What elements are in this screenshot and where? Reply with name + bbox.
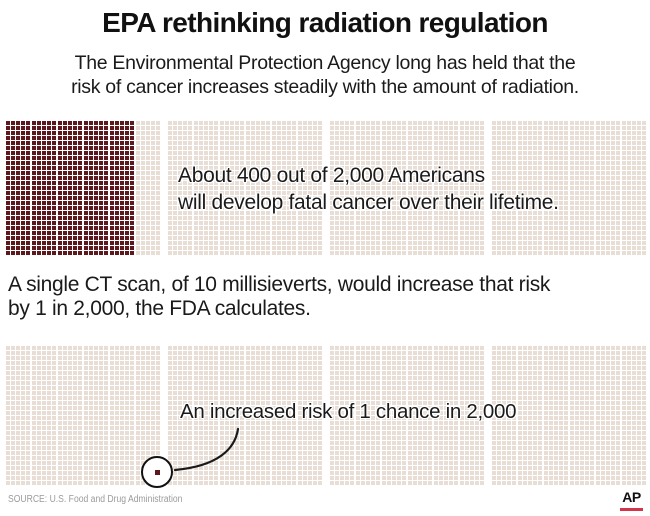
waffle-group [110,121,134,255]
subtitle-line: risk of cancer increases steadily with t… [71,76,579,98]
waffle-group [84,121,108,255]
waffle-group [544,121,568,255]
waffle-group [434,121,458,255]
waffle-group [518,121,542,255]
waffle-group [298,121,322,255]
waffle-block [330,121,484,255]
annotation-line: About 400 out of 2,000 Americans [178,164,485,187]
waffle-block [492,121,646,255]
ap-logo-text: AP [622,489,641,505]
waffle-group [58,346,82,485]
waffle-group [246,346,270,485]
waffle-block [168,121,322,255]
body-text-line: A single CT scan, of 10 millisieverts, w… [8,273,551,296]
subtitle: The Environmental Protection Agency long… [0,51,650,99]
waffle-group [570,121,594,255]
waffle-group [518,346,542,485]
waffle-group [356,121,380,255]
increase-annotation: An increased risk of 1 chance in 2,000 [180,400,517,423]
waffle-group [408,121,432,255]
waffle-group [460,346,484,485]
waffle-group [434,346,458,485]
waffle-group [492,121,516,255]
waffle-group [356,346,380,485]
waffle-group [220,121,244,255]
waffle-group [6,346,30,485]
waffle-group [194,121,218,255]
waffle-chart-baseline-risk [6,121,646,255]
waffle-group [32,346,56,485]
body-text-line: by 1 in 2,000, the FDA calculates. [8,297,311,320]
waffle-group [492,346,516,485]
waffle-block [6,121,160,255]
highlight-circle [141,456,173,488]
waffle-group [168,121,192,255]
waffle-group [622,346,646,485]
waffle-group [382,346,406,485]
waffle-group [110,346,134,485]
waffle-group [298,346,322,485]
annotation-line: will develop fatal cancer over their lif… [178,191,559,214]
ap-logo-underline [620,508,643,511]
subtitle-line: The Environmental Protection Agency long… [74,52,576,74]
waffle-group [460,121,484,255]
waffle-group [622,121,646,255]
waffle-group [6,121,30,255]
waffle-group [408,346,432,485]
waffle-group [136,121,160,255]
waffle-group [330,121,354,255]
waffle-group [272,121,296,255]
waffle-block [330,346,484,485]
page-title: EPA rethinking radiation regulation [102,7,548,38]
waffle-group [58,121,82,255]
waffle-group [596,121,620,255]
waffle-group [272,346,296,485]
waffle-group [544,346,568,485]
waffle-group [84,346,108,485]
waffle-block [492,346,646,485]
waffle-group [596,346,620,485]
waffle-group [382,121,406,255]
waffle-block [6,346,160,485]
waffle-group [246,121,270,255]
ap-logo: AP [620,489,643,511]
waffle-chart-increased-risk [6,346,646,485]
waffle-group [570,346,594,485]
body-text: A single CT scan, of 10 millisieverts, w… [8,273,550,321]
baseline-annotation: About 400 out of 2,000 Americans will de… [178,162,559,216]
highlighted-unit-square [155,470,160,475]
source-credit: SOURCE: U.S. Food and Drug Administratio… [8,494,183,505]
waffle-group [32,121,56,255]
waffle-group [330,346,354,485]
